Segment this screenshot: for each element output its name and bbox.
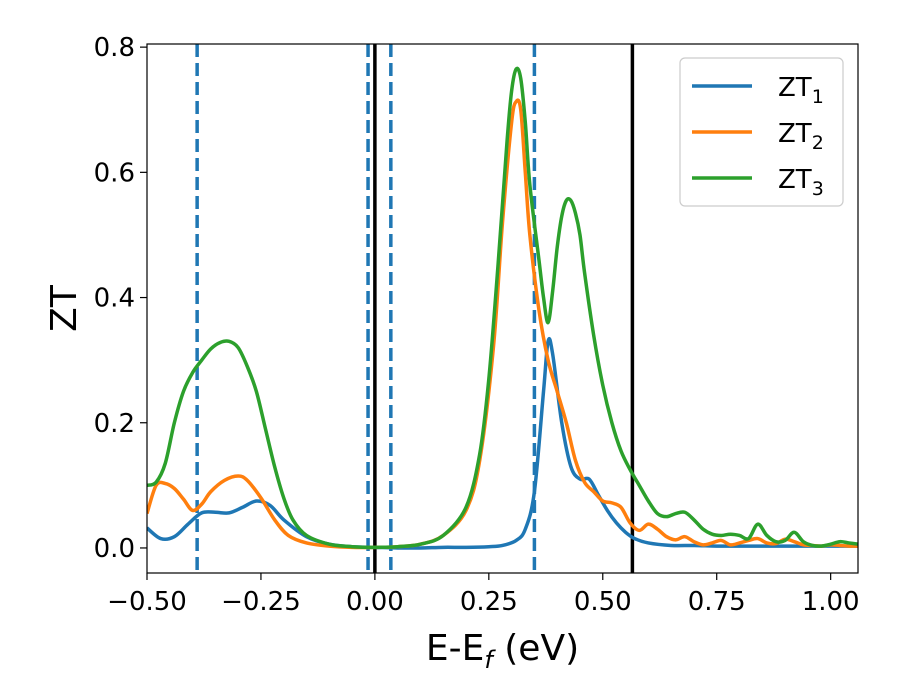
- series-lines: [147, 66, 858, 550]
- legend-label-2: ZT2: [778, 119, 824, 154]
- y-tick-label: 0.6: [94, 158, 135, 188]
- y-tick-label: 0.8: [94, 33, 135, 63]
- y-tick-label: 0.2: [94, 409, 135, 439]
- legend-label-3: ZT3: [778, 165, 824, 200]
- x-tick-label: 0.75: [688, 587, 746, 617]
- x-tick-label: −0.50: [107, 587, 187, 617]
- x-tick-label: 0.00: [346, 587, 404, 617]
- x-tick-label: 0.50: [574, 587, 632, 617]
- legend-box: [679, 57, 844, 207]
- axis-ticks: −0.50 −0.25 0.00 0.25 0.50 0.75 1.00 0.0 0.2 0.4 0…: [94, 33, 860, 617]
- x-axis-label: E-Ef (eV): [426, 628, 579, 674]
- y-tick-label: 0.4: [94, 284, 135, 314]
- x-tick-label: 1.00: [802, 587, 860, 617]
- y-tick-label: 0.0: [94, 534, 135, 564]
- x-tick-label: 0.25: [460, 587, 518, 617]
- series-line-2: [147, 98, 858, 550]
- series-line-1: [147, 337, 858, 550]
- y-axis-label: ZT: [44, 284, 85, 332]
- vertical-reference-lines: [195, 44, 635, 573]
- series-line-3: [147, 66, 858, 550]
- x-tick-label: −0.25: [221, 587, 301, 617]
- plot-frame: [146, 43, 859, 574]
- legend-label-1: ZT1: [778, 73, 824, 108]
- legend: ZT1 ZT2 ZT3: [679, 57, 844, 207]
